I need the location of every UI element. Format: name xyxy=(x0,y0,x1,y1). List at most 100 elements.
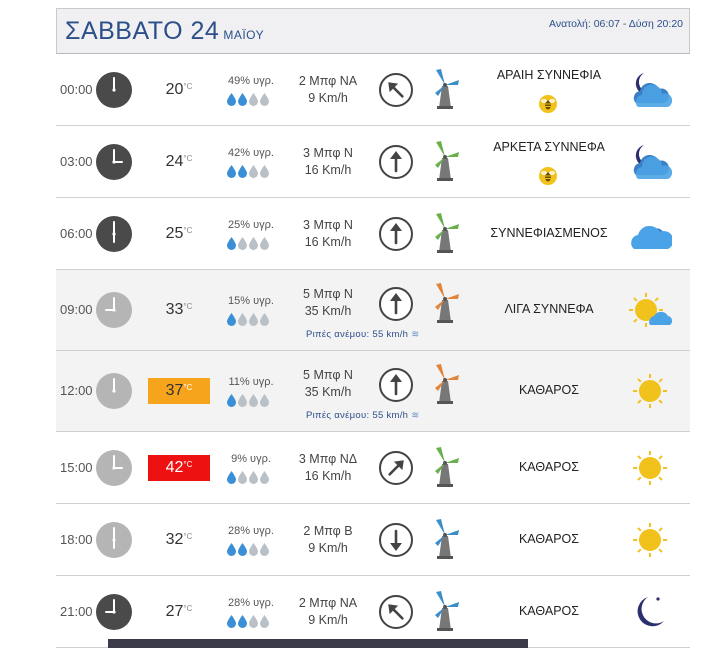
humidity-drop-icon xyxy=(226,614,237,632)
humidity-drop-icon xyxy=(226,394,237,411)
sun-icon xyxy=(628,519,672,561)
forecast-row: 21:00 27°C 28% υγρ. 2 Μπφ ΝΑ 9 Km/h ΚΑΘΑ… xyxy=(56,576,690,648)
humidity-label: 25% υγρ. xyxy=(228,218,274,231)
humidity-label: 28% υγρ. xyxy=(228,596,274,609)
weather-description: ΛΙΓΑ ΣΥΝΝΕΦΑ xyxy=(504,302,594,316)
wind-direction-icon xyxy=(378,286,414,322)
weather-description: ΑΡΚΕΤΑ ΣΥΝΝΕΦΑ xyxy=(493,139,605,154)
wind-info: 2 Μπφ ΝΑ 9 Km/h xyxy=(293,73,363,107)
temperature-unit: °C xyxy=(183,383,193,392)
forecast-row: 00:00 20°C 49% υγρ. 2 Μπφ ΝΑ 9 Km/h ΑΡΑΙ… xyxy=(56,54,690,126)
temperature: 20°C xyxy=(148,77,210,103)
wind-direction-icon xyxy=(378,522,414,558)
temperature-value: 25 xyxy=(165,224,184,242)
wind-beaufort: 2 Μπφ ΝΑ xyxy=(298,73,358,88)
wind-gust: Ριπές ανέμου: 55 km/h ≋ xyxy=(306,329,419,340)
temperature: 27°C xyxy=(148,599,210,625)
clock-icon xyxy=(96,71,132,108)
humidity-drops xyxy=(226,614,278,633)
humidity-drop-icon xyxy=(248,313,259,330)
humidity-drop-icon xyxy=(237,394,248,411)
forecast-time: 03:00 xyxy=(60,153,93,169)
humidity-drop-icon xyxy=(237,164,248,182)
temperature: 42°C xyxy=(148,454,210,481)
clock-icon xyxy=(96,143,132,180)
temperature-value: 27 xyxy=(165,602,184,620)
windmill-icon xyxy=(428,588,462,632)
day-header: ΣΑΒΒΑΤΟ 24 ΜΑΪΟΥ Ανατολή: 06:07 - Δύση 20… xyxy=(56,8,690,54)
humidity-drops xyxy=(226,542,278,561)
clock-icon xyxy=(96,373,132,409)
wind-info: 3 Μπφ Ν 16 Km/h xyxy=(293,217,363,251)
wind-speed: 9 Km/h xyxy=(308,612,348,627)
wind-info: 2 Μπφ Β 9 Km/h xyxy=(293,523,363,557)
temperature: 37°C xyxy=(148,378,210,404)
humidity-drops xyxy=(226,312,278,331)
humidity-drop-icon xyxy=(226,92,237,110)
humidity-label: 28% υγρ. xyxy=(228,524,274,537)
humidity-drop-icon xyxy=(259,164,270,182)
temperature-unit: °C xyxy=(183,225,193,235)
humidity-label: 11% υγρ. xyxy=(228,376,274,388)
windmill-icon xyxy=(428,516,462,560)
clock-icon xyxy=(96,593,132,630)
humidity-drop-icon xyxy=(226,164,237,182)
humidity-drop-icon xyxy=(248,236,259,254)
moon-icon xyxy=(628,591,672,633)
wind-direction-icon xyxy=(378,216,414,252)
weather-description: ΣΥΝΝΕΦΙΑΣΜΕΝΟΣ xyxy=(490,225,608,240)
forecast-time: 12:00 xyxy=(60,383,93,398)
humidity-drop-icon xyxy=(259,470,270,488)
forecast-time: 15:00 xyxy=(60,459,93,475)
weather-description: ΚΑΘΑΡΟΣ xyxy=(518,383,580,397)
forecast-time: 00:00 xyxy=(60,81,93,97)
wind-speed: 35 Km/h xyxy=(304,385,352,399)
weather-description: ΑΡΑΙΗ ΣΥΝΝΕΦΙΑ xyxy=(496,67,602,82)
forecast-time: 09:00 xyxy=(60,302,93,317)
humidity-drops xyxy=(226,164,278,183)
windmill-icon xyxy=(428,210,462,254)
humidity-drop-icon xyxy=(226,542,237,560)
humidity-drop-icon xyxy=(237,313,248,330)
forecast-time: 06:00 xyxy=(60,225,93,241)
wind-beaufort: 2 Μπφ ΝΑ xyxy=(298,595,358,610)
sun-icon xyxy=(628,370,672,412)
humidity-drop-icon xyxy=(237,236,248,254)
wind-info: 3 Μπφ Ν 16 Km/h xyxy=(293,145,363,179)
wind-speed: 9 Km/h xyxy=(308,540,348,555)
wind-speed: 16 Km/h xyxy=(304,162,352,177)
temperature-unit: °C xyxy=(183,531,193,541)
day-title: ΣΑΒΒΑΤΟ 24 ΜΑΪΟΥ xyxy=(65,17,264,46)
humidity-label: 15% υγρ. xyxy=(228,295,274,307)
temperature-value: 37 xyxy=(165,382,184,399)
forecast-time: 21:00 xyxy=(60,603,93,619)
humidity-drop-icon xyxy=(259,92,270,110)
humidity-drop-icon xyxy=(259,313,270,330)
forecast-row: 12:00 37°C 11% υγρ. 5 Μπφ Ν 35 Km/h Ριπέ… xyxy=(56,351,690,432)
weather-description: ΚΑΘΑΡΟΣ xyxy=(518,531,580,546)
forecast-row: 06:00 25°C 25% υγρ. 3 Μπφ Ν 16 Km/h ΣΥΝΝ… xyxy=(56,198,690,270)
humidity-drop-icon xyxy=(248,164,259,182)
ad-banner[interactable] xyxy=(108,639,528,648)
wind-direction-icon xyxy=(378,450,414,486)
humidity-label: 9% υγρ. xyxy=(231,452,271,465)
temperature: 32°C xyxy=(148,527,210,553)
humidity-drops xyxy=(226,92,278,111)
wind-speed: 9 Km/h xyxy=(308,90,348,105)
wind-gust-label: Ριπές ανέμου: 55 km/h xyxy=(306,329,409,340)
humidity-drop-icon xyxy=(248,470,259,488)
humidity-drop-icon xyxy=(226,470,237,488)
night-cloudy-icon xyxy=(628,141,673,183)
wind-beaufort: 3 Μπφ Ν xyxy=(303,145,353,160)
humidity-drop-icon xyxy=(259,236,270,254)
humidity-drop-icon xyxy=(237,542,248,560)
month-label: ΜΑΪΟΥ xyxy=(223,28,265,42)
forecast-row: 03:00 24°C 42% υγρ. 3 Μπφ Ν 16 Km/h ΑΡΚΕ… xyxy=(56,126,690,198)
clock-icon xyxy=(96,292,132,328)
wind-info: 5 Μπφ Ν 35 Km/h xyxy=(293,286,363,320)
temperature-value: 20 xyxy=(165,80,184,98)
temperature-unit: °C xyxy=(183,153,193,163)
temperature-value: 32 xyxy=(165,530,184,548)
temperature-unit: °C xyxy=(183,459,193,469)
sun-cloud-icon xyxy=(628,289,673,331)
